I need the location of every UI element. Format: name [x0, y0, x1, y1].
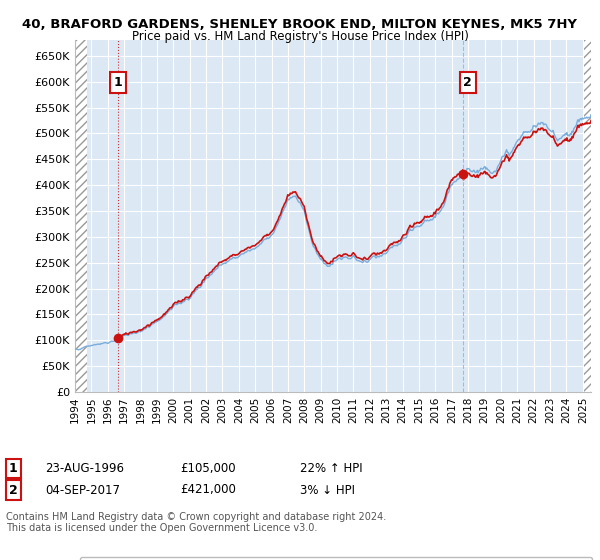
Text: 22% ↑ HPI: 22% ↑ HPI — [300, 462, 362, 475]
Text: 2: 2 — [9, 483, 18, 497]
Text: 1: 1 — [9, 462, 18, 475]
Text: Contains HM Land Registry data © Crown copyright and database right 2024.: Contains HM Land Registry data © Crown c… — [6, 512, 386, 522]
Text: £105,000: £105,000 — [180, 462, 236, 475]
Bar — [75, 40, 87, 392]
Text: 40, BRAFORD GARDENS, SHENLEY BROOK END, MILTON KEYNES, MK5 7HY: 40, BRAFORD GARDENS, SHENLEY BROOK END, … — [23, 18, 577, 31]
Text: 2: 2 — [463, 76, 472, 89]
Legend: 40, BRAFORD GARDENS, SHENLEY BROOK END, MILTON KEYNES, MK5 7HY (detached hou, HP: 40, BRAFORD GARDENS, SHENLEY BROOK END, … — [80, 557, 592, 560]
Text: 04-SEP-2017: 04-SEP-2017 — [45, 483, 120, 497]
Text: 1: 1 — [114, 76, 123, 89]
Text: 23-AUG-1996: 23-AUG-1996 — [45, 462, 124, 475]
Text: £421,000: £421,000 — [180, 483, 236, 497]
Text: This data is licensed under the Open Government Licence v3.0.: This data is licensed under the Open Gov… — [6, 523, 317, 533]
Text: Price paid vs. HM Land Registry's House Price Index (HPI): Price paid vs. HM Land Registry's House … — [131, 30, 469, 43]
Text: 3% ↓ HPI: 3% ↓ HPI — [300, 483, 355, 497]
Bar — [584, 40, 591, 392]
